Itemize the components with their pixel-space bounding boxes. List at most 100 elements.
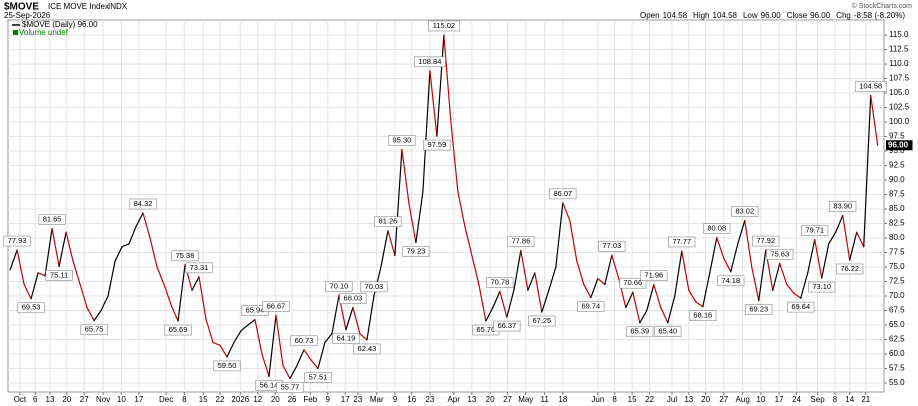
line-segment [604,254,613,286]
line-segment [541,289,550,313]
x-tick-label: 13 [467,395,476,404]
line-segment [730,243,739,273]
x-tick-label: 24 [792,395,801,404]
x-tick-label: 8 [833,395,838,404]
quote-label: High [693,11,709,20]
line-segment [485,307,494,322]
y-tick-label: 85.0 [889,204,905,213]
x-tick-label: 12 [253,395,262,404]
line-segment [527,272,536,291]
value-label: 66.37 [497,321,516,330]
quote-value: 96.00 [810,11,831,20]
value-label: 81.65 [43,214,62,223]
value-label: 77.93 [8,236,27,245]
value-label-box [262,301,290,312]
value-label: 65.75 [85,325,104,334]
value-label-box [829,201,857,212]
line-segment [625,291,634,309]
value-label-box [164,324,192,336]
line-segment [114,246,123,262]
line-segment [786,283,795,294]
y-tick-label: 87.5 [889,190,905,199]
value-label-box [325,281,353,292]
line-segment [751,266,760,302]
quote-label: Low [743,11,758,20]
y-tick-label: 72.5 [889,277,905,286]
line-segment [422,70,431,193]
line-segment [814,239,823,279]
line-segment [695,301,704,308]
x-tick-label: Sep [810,395,825,404]
value-label-box [428,20,460,32]
line-segment [282,365,291,380]
line-segment [443,34,452,123]
line-segment [415,191,424,244]
x-tick-label: 20 [271,395,280,404]
value-label: 65.40 [658,327,677,336]
line-segment [86,307,95,322]
value-label: 66.67 [267,301,286,310]
x-tick-label: 15 [628,395,637,404]
y-tick-label: 110.0 [889,59,909,68]
line-segment [331,294,340,335]
line-segment [520,249,529,291]
value-label: 75.38 [176,251,195,260]
last-value-label: 96.00 [888,140,909,149]
x-tick-label: 10 [117,395,126,404]
line-segment [121,243,130,248]
value-label-box [276,382,304,393]
x-tick-label: Apr [447,395,460,404]
line-segment [478,283,487,322]
value-label-box [854,81,887,92]
line-segment [205,318,214,344]
value-label: 84.32 [134,199,153,208]
y-tick-label: 77.5 [889,248,905,257]
x-tick-label: 13 [684,395,693,404]
value-label: 83.90 [833,201,852,210]
value-label-box [640,270,668,281]
line-segment [219,344,228,358]
x-tick-label: May [518,395,533,404]
line-segment [562,202,571,222]
line-segment [464,225,473,257]
line-segment [408,202,417,244]
value-label-box [528,315,556,327]
line-segment [534,272,543,313]
value-label: 83.02 [735,207,754,216]
line-segment [72,260,81,286]
y-tick-label: 57.5 [889,364,905,373]
value-label-box [689,310,717,321]
value-label: 80.08 [707,224,726,233]
line-segment [870,94,879,146]
line-segment [142,212,151,239]
line-segment [863,94,872,248]
line-segment [359,333,368,341]
line-segment [9,249,18,271]
value-label: 71.96 [644,271,663,280]
value-label-box [808,281,836,293]
legend-label: $MOVE (Daily) 96.00 [22,20,98,29]
value-label-box [339,293,367,304]
line-segment [198,276,207,320]
value-label: 74.18 [721,276,740,285]
x-tick-label: 16 [407,395,416,404]
line-segment [744,219,753,268]
x-tick-label: 10 [756,395,765,404]
x-tick-label: 9 [326,395,331,404]
value-label: 77.86 [511,236,530,245]
value-label-box [17,302,45,314]
y-tick-label: 75.0 [889,262,905,271]
value-label: 67.25 [532,316,551,325]
line-segment [233,330,242,344]
value-label-box [332,333,360,345]
value-label: 75.11 [50,270,68,279]
y-tick-label: 90.0 [889,175,905,184]
line-segment [807,239,816,274]
x-tick-label: Feb [303,395,317,404]
value-label: 115.02 [433,21,455,30]
value-label-box [414,56,446,68]
value-label-box [787,301,815,313]
x-tick-label: 14 [845,395,854,404]
value-label-box [493,320,521,332]
volume-swatch [13,30,18,35]
